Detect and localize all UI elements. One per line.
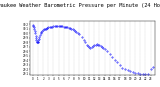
Text: Milwaukee Weather Barometric Pressure per Minute (24 Hours): Milwaukee Weather Barometric Pressure pe… — [0, 3, 160, 8]
